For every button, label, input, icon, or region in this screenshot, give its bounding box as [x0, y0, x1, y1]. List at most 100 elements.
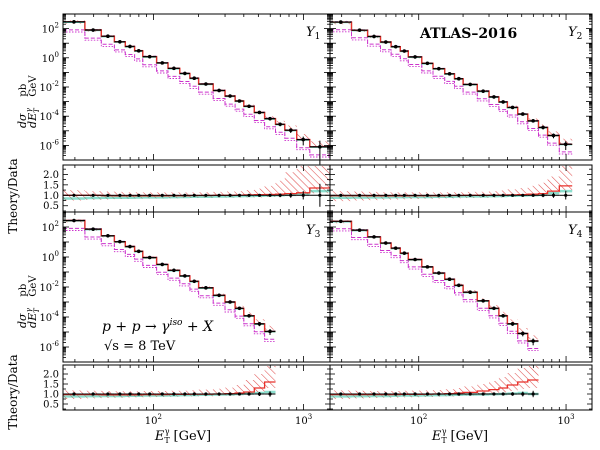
x-tick-label: 103	[295, 413, 312, 427]
ratio-data-point	[247, 392, 251, 396]
data-point	[447, 277, 452, 282]
ratio-teal-band	[330, 189, 573, 199]
data-point	[481, 89, 485, 93]
data-point	[247, 104, 251, 109]
lo-magenta-line-2	[330, 31, 573, 155]
ratio-data-point	[425, 193, 430, 197]
data-point	[318, 145, 322, 149]
ratio-data-point	[278, 193, 282, 197]
ratio-data-point	[217, 392, 221, 396]
ratio-data-point	[531, 193, 535, 197]
ratio-data-point	[564, 193, 568, 197]
x-axis-label-right: ETγ [GeV]	[431, 427, 488, 445]
data-point	[357, 28, 362, 32]
data-point	[520, 112, 525, 116]
data-point	[136, 249, 141, 254]
y-label-den-sup-b: γ	[25, 307, 33, 312]
svg-text:dσ dETγ: dσ dETγ	[16, 107, 41, 128]
ratio-data-point	[118, 193, 122, 197]
ratio-data-point	[531, 392, 535, 396]
x-tick-label: 102	[410, 413, 427, 427]
data-point	[147, 255, 152, 260]
x-tick-label: 102	[145, 413, 162, 427]
svg-text:pb GeV: pb GeV	[18, 275, 39, 297]
panel-label: Y3	[306, 223, 321, 240]
data-point	[563, 142, 568, 147]
data-point	[147, 54, 152, 59]
data-point	[372, 235, 376, 239]
data-point	[437, 66, 441, 71]
ratio-label-top: Theory/Data	[6, 158, 20, 233]
data-point	[402, 251, 407, 255]
ratio-data-point	[228, 193, 232, 197]
theory-red-line	[330, 220, 539, 342]
main-uncertainty-band	[63, 20, 330, 147]
y-tick-label: 10-2	[39, 80, 59, 94]
y-label-den-sub-b: T	[33, 307, 41, 313]
ratio-tick-label: 1.5	[43, 380, 59, 391]
data-point	[278, 122, 282, 127]
panel-y4: 102 103 Y4	[329, 211, 593, 427]
ratio-data-point	[257, 193, 262, 197]
y-axis-label-top: dσ dETγ pb GeV	[16, 75, 41, 128]
data-point	[425, 61, 430, 66]
panel-label: Y4	[568, 223, 583, 240]
ratio-data-point	[357, 193, 362, 197]
data-point	[288, 128, 293, 132]
ratio-data-point	[457, 392, 461, 396]
data-point	[160, 262, 165, 267]
data-point	[402, 49, 407, 53]
ratio-data-point	[217, 193, 221, 197]
panel-plot-area	[330, 20, 573, 202]
main-panel-frame	[329, 211, 593, 363]
ratio-data-point	[72, 392, 76, 396]
data-point	[510, 322, 515, 326]
data-point	[468, 82, 473, 87]
ratio-data-point	[357, 392, 362, 396]
ratio-data-point	[492, 392, 496, 396]
y-label-unit-den: GeV	[28, 75, 39, 97]
ratio-data-point	[413, 193, 417, 197]
data-point	[118, 39, 122, 44]
ratio-data-point	[384, 392, 388, 396]
lo-magenta-line-2	[330, 230, 539, 352]
data-point	[551, 133, 556, 138]
data-point	[413, 257, 417, 262]
svg-text:pb GeV: pb GeV	[18, 75, 39, 97]
ratio-data-point	[437, 392, 441, 396]
panel-plot-area	[330, 219, 539, 399]
ratio-data-point	[247, 193, 251, 197]
y-label-den: dE	[26, 113, 39, 128]
data-point	[425, 265, 430, 269]
ratio-data-point	[551, 193, 556, 197]
process-annotation: p + p → γiso + X	[102, 318, 214, 335]
lo-magenta-line	[63, 29, 330, 156]
ratio-data-point	[510, 193, 515, 197]
y-label-unit-num-b: pb	[18, 284, 29, 297]
ratio-data-point	[137, 392, 141, 396]
ratio-data-point	[468, 392, 472, 396]
data-point	[72, 218, 76, 223]
ratio-data-point	[183, 193, 187, 197]
ratio-tick-label: 1.0	[43, 390, 59, 401]
ratio-data-point	[204, 193, 208, 197]
lo-magenta-line-2	[63, 230, 276, 342]
data-point	[338, 20, 343, 24]
ratio-data-point	[394, 392, 398, 396]
data-point	[217, 293, 221, 298]
ratio-data-point	[91, 193, 95, 197]
data-point	[237, 306, 242, 311]
data-point	[128, 244, 132, 249]
panel-y3: 102 100 10-2 10-4 10-6 2.01.51.00.5 102 103 Y3	[39, 211, 331, 427]
ratio-data-point	[301, 193, 305, 197]
ratio-data-point	[268, 193, 272, 197]
data-point	[268, 116, 272, 121]
lo-magenta-line	[330, 29, 573, 153]
ratio-teal-band	[330, 391, 539, 398]
data-point	[501, 100, 505, 104]
data-point	[456, 76, 461, 81]
y-label-num: dσ	[16, 113, 29, 128]
y-tick-label: 102	[42, 22, 59, 36]
ratio-data-point	[402, 392, 406, 396]
